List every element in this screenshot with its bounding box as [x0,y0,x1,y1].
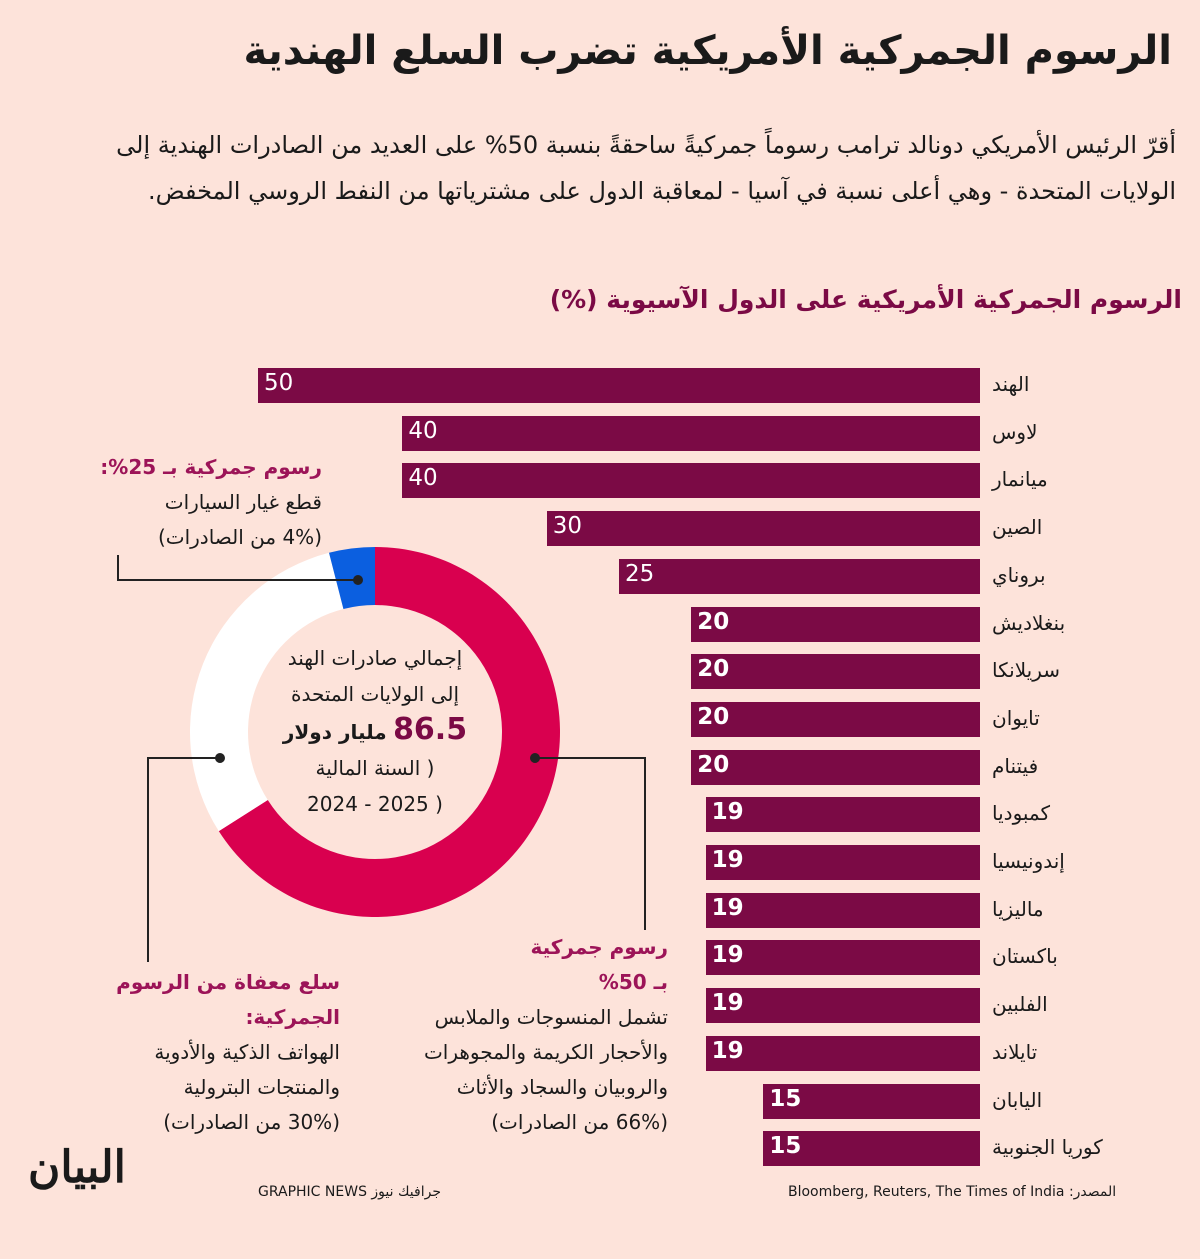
note-line: والروبيان والسجاد والأثاث [456,1075,668,1099]
bar [705,988,980,1024]
bar [763,1131,980,1167]
bar-value-label: 40 [408,417,438,444]
note-rate50: رسوم جمركية بـ 50% تشمل المنسوجات والملا… [424,930,668,1140]
bar-value-label: 20 [697,703,730,730]
bar-value-label: 19 [711,1037,744,1064]
bar-value-label: 19 [711,990,744,1017]
marker-dot [353,575,363,585]
marker-dot [215,753,225,763]
marker-dot [530,753,540,763]
bar [705,940,980,976]
center-line: ( 2025 - 2024 [307,792,443,816]
bar [691,701,980,737]
note-line: (66% من الصادرات) [491,1110,668,1134]
bar [763,1083,980,1119]
leader-lines [117,555,646,962]
note-heading: رسوم جمركية بـ 25%: [100,455,322,479]
note-exempt: سلع معفاة من الرسوم الجمركية: الهواتف ال… [116,965,340,1140]
category-label: ميانمار [992,467,1048,492]
bar [258,368,980,403]
category-label: الهند [992,372,1030,396]
source-text: Bloomberg, Reuters, The Times of India :… [788,1184,1117,1200]
leader-line-exempt [147,757,220,962]
category-label: تايلاند [992,1039,1038,1064]
category-label: كوريا الجنوبية [992,1135,1103,1160]
note-line: قطع غيار السيارات [164,490,322,514]
donut-slice-rate50 [218,547,560,917]
note-line: الهواتف الذكية والأدوية [154,1040,340,1064]
bar-value-label: 20 [697,751,730,778]
note-heading: الجمركية: [245,1005,340,1029]
note-line: والأحجار الكريمة والمجوهرات [423,1040,668,1064]
category-label: فيتنام [992,753,1039,778]
bar-value-label: 30 [552,513,583,540]
bar-value-label: 19 [711,894,744,921]
bar-value-label: 19 [711,847,744,873]
category-label: سريلانكا [992,658,1060,683]
bar-value-label: 15 [769,1133,802,1160]
bar [402,463,980,499]
bar [705,797,980,833]
bar [402,415,980,451]
amount-unit: مليار دولار [282,720,387,744]
note-heading: رسوم جمركية [530,935,668,959]
donut-center: إجمالي صادرات الهند إلى الولايات المتحدة… [230,640,520,822]
bar [691,654,980,690]
leader-line-rate25 [117,555,358,581]
leader-line-rate50 [535,757,646,930]
category-label: تايوان [992,705,1040,730]
chart-title: الرسوم الجمركية الأمريكية على الدول الآس… [549,285,1182,314]
total-amount: 86.5 [393,712,468,747]
note-heading: بـ 50% [598,970,668,994]
note-line: (4% من الصادرات) [157,525,322,549]
page-title: الرسوم الجمركية الأمريكية تضرب السلع اله… [243,28,1172,74]
albayan-logo: البيان [28,1142,126,1193]
intro-text: أقرّ الرئيس الأمريكي دونالد ترامب رسوماً… [116,131,1176,205]
donut-slice-exempt [190,552,344,832]
bar [691,749,980,785]
bar-value-label: 20 [697,656,730,683]
center-line: إجمالي صادرات الهند [287,646,463,670]
center-line: إلى الولايات المتحدة [290,682,460,706]
bar-value-label: 19 [711,799,744,826]
bar [691,606,980,642]
bar [705,1035,980,1071]
note-heading: سلع معفاة من الرسوم [116,970,340,994]
bar-value-label: 19 [711,942,744,969]
category-label: اليابان [992,1087,1043,1112]
center-line: ( السنة المالية [315,756,435,780]
category-label: باكستان [992,944,1058,969]
bar [546,511,980,547]
note-rate25: رسوم جمركية بـ 25%: قطع غيار السيارات (4… [100,450,322,555]
note-line: تشمل المنسوجات والملابس [434,1005,668,1029]
note-line: والمنتجات البترولية [183,1075,340,1099]
bar-value-label: 40 [408,465,438,492]
category-label: بنغلاديش [992,610,1066,635]
bar [705,845,980,880]
category-label: الصين [992,515,1043,540]
category-label: ماليزيا [992,896,1044,921]
bar [619,558,980,594]
bar-value-label: 15 [769,1085,802,1112]
category-label: بروناي [992,562,1046,587]
bar-value-label: 20 [697,608,730,635]
category-label: لاوس [992,419,1038,444]
bar-value-label: 25 [625,560,655,587]
category-label: إندونيسيا [992,849,1065,873]
graphic-credit: GRAPHIC NEWS جرافيك نيوز [258,1184,441,1200]
donut-slice-rate25 [328,547,375,609]
note-line: (30% من الصادرات) [163,1110,340,1134]
category-label: كمبوديا [992,801,1051,826]
bar-value-label: 50 [264,370,294,396]
bar [705,892,980,928]
category-label: الفلبين [992,992,1048,1017]
